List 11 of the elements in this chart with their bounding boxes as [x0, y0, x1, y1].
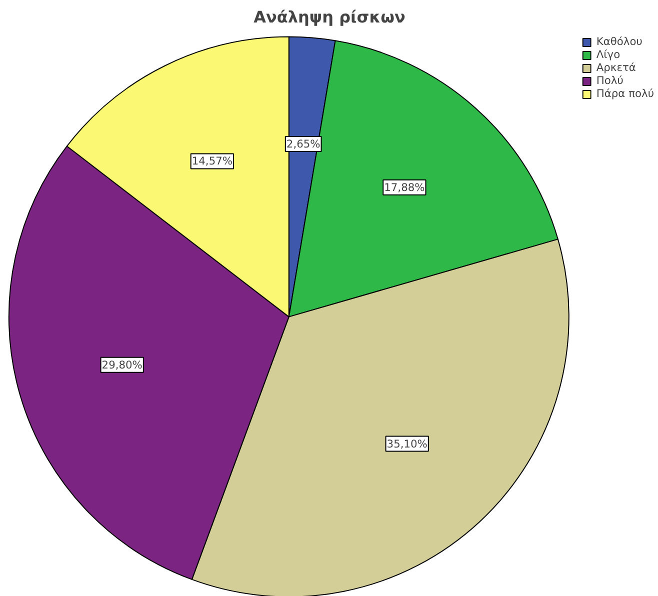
data-label: 35,10%: [386, 437, 428, 450]
legend-label: Αρκετά: [596, 61, 636, 74]
data-label: 2,65%: [286, 137, 320, 150]
legend-label: Πάρα πολύ: [596, 87, 654, 100]
chart-title: Ανάληψη ρίσκων: [254, 8, 406, 26]
legend-label: Πολύ: [596, 74, 624, 87]
data-label: 29,80%: [102, 358, 142, 372]
data-label: 17,88%: [384, 180, 425, 194]
legend-label: Λίγο: [596, 48, 620, 61]
data-label: 14,57%: [192, 154, 233, 168]
legend-label: Καθόλου: [596, 35, 642, 48]
